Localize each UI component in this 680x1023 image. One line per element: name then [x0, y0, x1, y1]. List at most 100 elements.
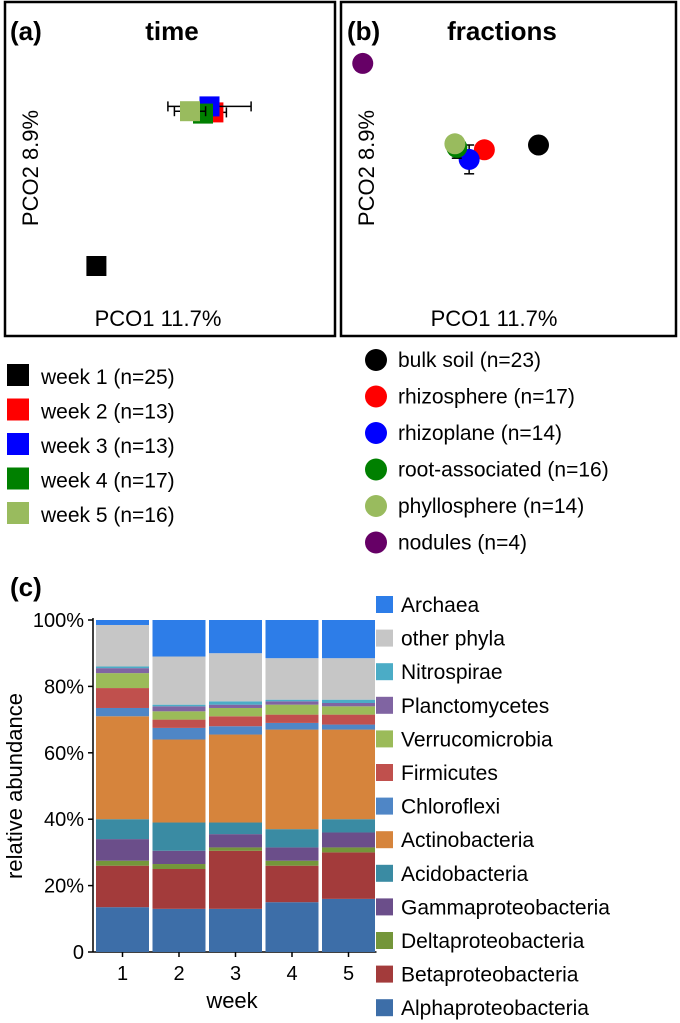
legend-planctomycetes-label: Planctomycetes	[401, 695, 549, 718]
legend-week-5-label: week 5 (n=16)	[40, 504, 175, 527]
bar-week3-alphaproteobacteria	[209, 908, 262, 952]
legend-firmicutes-swatch	[376, 764, 393, 781]
y-tick-label: 40%	[44, 809, 84, 831]
bar-week5-chloroflexi	[322, 724, 375, 730]
panel-a-tag: (a)	[10, 16, 42, 46]
bar-week4-chloroflexi	[265, 722, 319, 730]
fraction-nodules-point	[352, 52, 374, 74]
bar-week2-planctomycetes	[152, 706, 206, 712]
bar-week5-archaea	[322, 620, 375, 659]
bar-week3-planctomycetes	[209, 704, 262, 708]
panel-b: (b) fractions PCO1 11.7% PCO2 8.9%	[339, 0, 678, 338]
panel-a-x-axis-label: PCO1 11.7%	[95, 306, 222, 331]
bar-week2-verrucomicrobia	[152, 711, 206, 720]
legend-nodules-label: nodules (n=4)	[398, 532, 527, 555]
panel-c-plot: 0 20% 40% 60% 80% 100% 1 2 3 4 5 week relative abund…	[2, 610, 377, 1013]
bar-week1-gammaproteobacteria	[96, 839, 149, 861]
panel-c-tag: (c)	[10, 572, 42, 602]
panel-a-title: time	[145, 16, 198, 46]
legend-week-5-swatch	[7, 502, 29, 524]
y-axis-label: relative abundance	[2, 693, 27, 879]
legend-week-1-swatch	[7, 364, 29, 386]
x-tick-label: 5	[343, 963, 354, 985]
legend-root-associated-swatch	[365, 458, 387, 481]
legend-betaproteobacteria-swatch	[376, 965, 393, 983]
legend-week-4-label: week 4 (n=17)	[40, 470, 175, 493]
legend-week-2-label: week 2 (n=13)	[40, 401, 175, 424]
y-tick-label: 20%	[44, 876, 84, 898]
y-tick-label: 0	[73, 942, 84, 964]
panel-b-title: fractions	[447, 16, 557, 46]
legend-archaea-swatch	[376, 596, 393, 613]
legend-phyllosphere-swatch	[365, 495, 387, 517]
bar-week4-betaproteobacteria	[265, 865, 319, 903]
fraction-rhizosphere-point	[473, 139, 495, 161]
x-axis-label: week	[205, 988, 258, 1013]
bar-week4-archaea	[265, 620, 319, 659]
time-week-5-point	[180, 101, 200, 122]
bar-week2-firmicutes	[152, 719, 206, 728]
bar-week2-other-phyla	[152, 656, 206, 705]
legend-root-associated-label: root-associated (n=16)	[398, 459, 609, 482]
bar-week1-verrucomicrobia	[96, 673, 149, 689]
legend-week-2-swatch	[7, 398, 29, 421]
panel-a-y-axis-label: PCO2 8.9%	[18, 110, 43, 226]
bar-week5-alphaproteobacteria	[322, 898, 375, 952]
legend-nodules-swatch	[365, 531, 387, 554]
legend-acidobacteria-label: Acidobacteria	[401, 863, 529, 886]
x-tick-label: 3	[230, 963, 241, 985]
x-tick-label: 4	[286, 963, 297, 985]
bar-week3-chloroflexi	[209, 726, 262, 735]
legend-firmicutes-label: Firmicutes	[401, 762, 498, 785]
bar-week2-gammaproteobacteria	[152, 850, 206, 865]
bar-week2-archaea	[152, 620, 206, 657]
legend-week-3-label: week 3 (n=13)	[40, 435, 175, 458]
bar-week3-acidobacteria	[209, 822, 262, 835]
legend-acidobacteria-swatch	[376, 864, 393, 882]
bar-week5-deltaproteobacteria	[322, 847, 375, 853]
bar-week3-actinobacteria	[209, 734, 262, 823]
fraction-phyllosphere-point	[444, 133, 466, 155]
legend-rhizosphere-label: rhizosphere (n=17)	[398, 386, 575, 409]
bar-week1-deltaproteobacteria	[96, 860, 149, 866]
time-week-1-point	[86, 256, 107, 276]
panel-b-frame	[339, 0, 678, 338]
bar-week2-acidobacteria	[152, 822, 206, 851]
legend-time: week 1 (n=25) week 2 (n=13) week 3 (n=13) w…	[7, 364, 175, 527]
bar-week4-alphaproteobacteria	[265, 902, 319, 952]
legend-chloroflexi-label: Chloroflexi	[401, 796, 500, 819]
bar-week5-firmicutes	[322, 714, 375, 725]
bar-week1-other-phyla	[96, 624, 149, 667]
bar-week2-actinobacteria	[152, 739, 206, 823]
bar-week5-acidobacteria	[322, 819, 375, 833]
legend-week-4-swatch	[7, 467, 29, 490]
bar-week5-actinobacteria	[322, 729, 375, 820]
bar-week1-planctomycetes	[96, 668, 149, 674]
panel-b-tag: (b)	[347, 16, 380, 46]
legend-verrucomicrobia-label: Verrucomicrobia	[401, 728, 553, 751]
bar-week5-verrucomicrobia	[322, 706, 375, 715]
bar-week4-deltaproteobacteria	[265, 860, 319, 866]
legend-alphaproteobacteria-swatch	[376, 999, 393, 1017]
legend-bulk-soil-swatch	[365, 349, 387, 371]
bar-week1-betaproteobacteria	[96, 865, 149, 908]
legend-gammaproteobacteria-swatch	[376, 898, 393, 916]
panel-b-y-axis-label: PCO2 8.9%	[354, 110, 379, 226]
bar-week2-chloroflexi	[152, 727, 206, 740]
bar-week5-nitrospirae	[322, 699, 375, 703]
bar-week2-deltaproteobacteria	[152, 864, 206, 869]
bar-week4-other-phyla	[265, 658, 319, 700]
panel-a-plot	[86, 96, 252, 276]
bar-week3-nitrospirae	[209, 701, 262, 705]
legend-phyla: Archaea other phyla Nitrospirae Planctomyce…	[376, 594, 610, 1020]
fraction-bulk-soil-point	[528, 134, 549, 156]
legend-phyllosphere-label: phyllosphere (n=14)	[398, 495, 584, 518]
bar-week5-gammaproteobacteria	[322, 832, 375, 848]
legend-rhizoplane-swatch	[365, 422, 387, 444]
legend-deltaproteobacteria-label: Deltaproteobacteria	[401, 930, 585, 953]
panel-c: (c) 0 20% 40% 60% 80% 100% 1 2 3 4 5 week relative a…	[2, 572, 610, 1020]
bar-week3-gammaproteobacteria	[209, 834, 262, 848]
bar-week4-actinobacteria	[265, 729, 319, 830]
bar-week2-nitrospirae	[152, 704, 206, 707]
bar-week3-verrucomicrobia	[209, 707, 262, 717]
